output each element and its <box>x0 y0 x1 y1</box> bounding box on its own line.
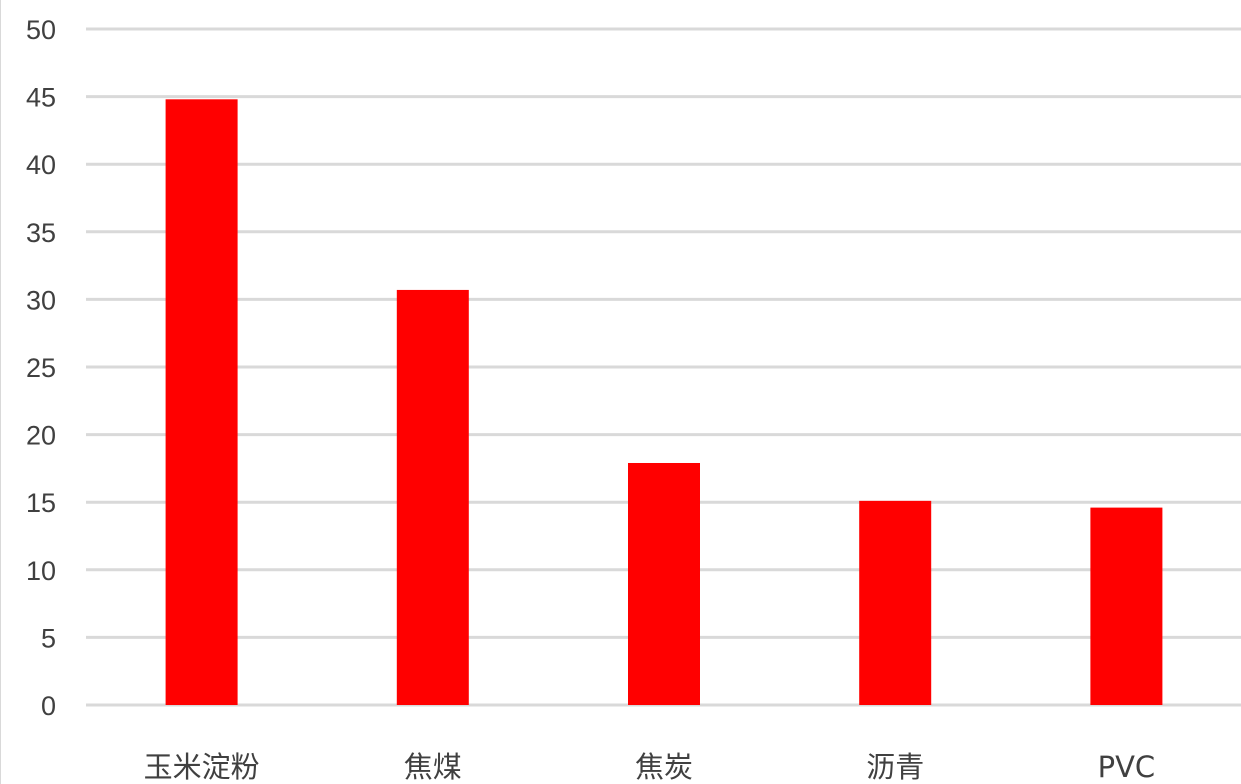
y-tick-label: 50 <box>26 15 56 45</box>
y-tick-label: 10 <box>26 556 56 586</box>
y-tick-label: 40 <box>26 150 56 180</box>
x-category-label: 玉米淀粉 <box>144 750 260 784</box>
bar <box>628 462 700 705</box>
y-tick-label: 35 <box>26 218 56 248</box>
bar <box>1090 507 1163 705</box>
y-tick-label: 45 <box>26 83 56 113</box>
x-category-label: PVC <box>1098 750 1156 784</box>
y-tick-label: 25 <box>26 353 56 383</box>
y-tick-label: 0 <box>41 691 56 721</box>
y-axis-tick-labels: 0 5 10 15 20 25 30 35 40 45 50 <box>26 15 56 721</box>
bar <box>396 289 469 705</box>
gridlines <box>86 27 1241 707</box>
y-tick-label: 5 <box>41 623 56 653</box>
x-axis-category-labels: 玉米淀粉 焦煤 焦炭 沥青 PVC <box>144 750 1156 784</box>
x-category-label: 沥青 <box>866 750 924 784</box>
bar <box>859 500 932 705</box>
x-category-label: 焦煤 <box>404 750 462 784</box>
y-tick-label: 15 <box>26 488 56 518</box>
bar <box>165 99 238 705</box>
y-tick-label: 20 <box>26 421 56 451</box>
bars <box>165 99 1163 705</box>
x-category-label: 焦炭 <box>635 750 693 784</box>
y-tick-label: 30 <box>26 285 56 315</box>
